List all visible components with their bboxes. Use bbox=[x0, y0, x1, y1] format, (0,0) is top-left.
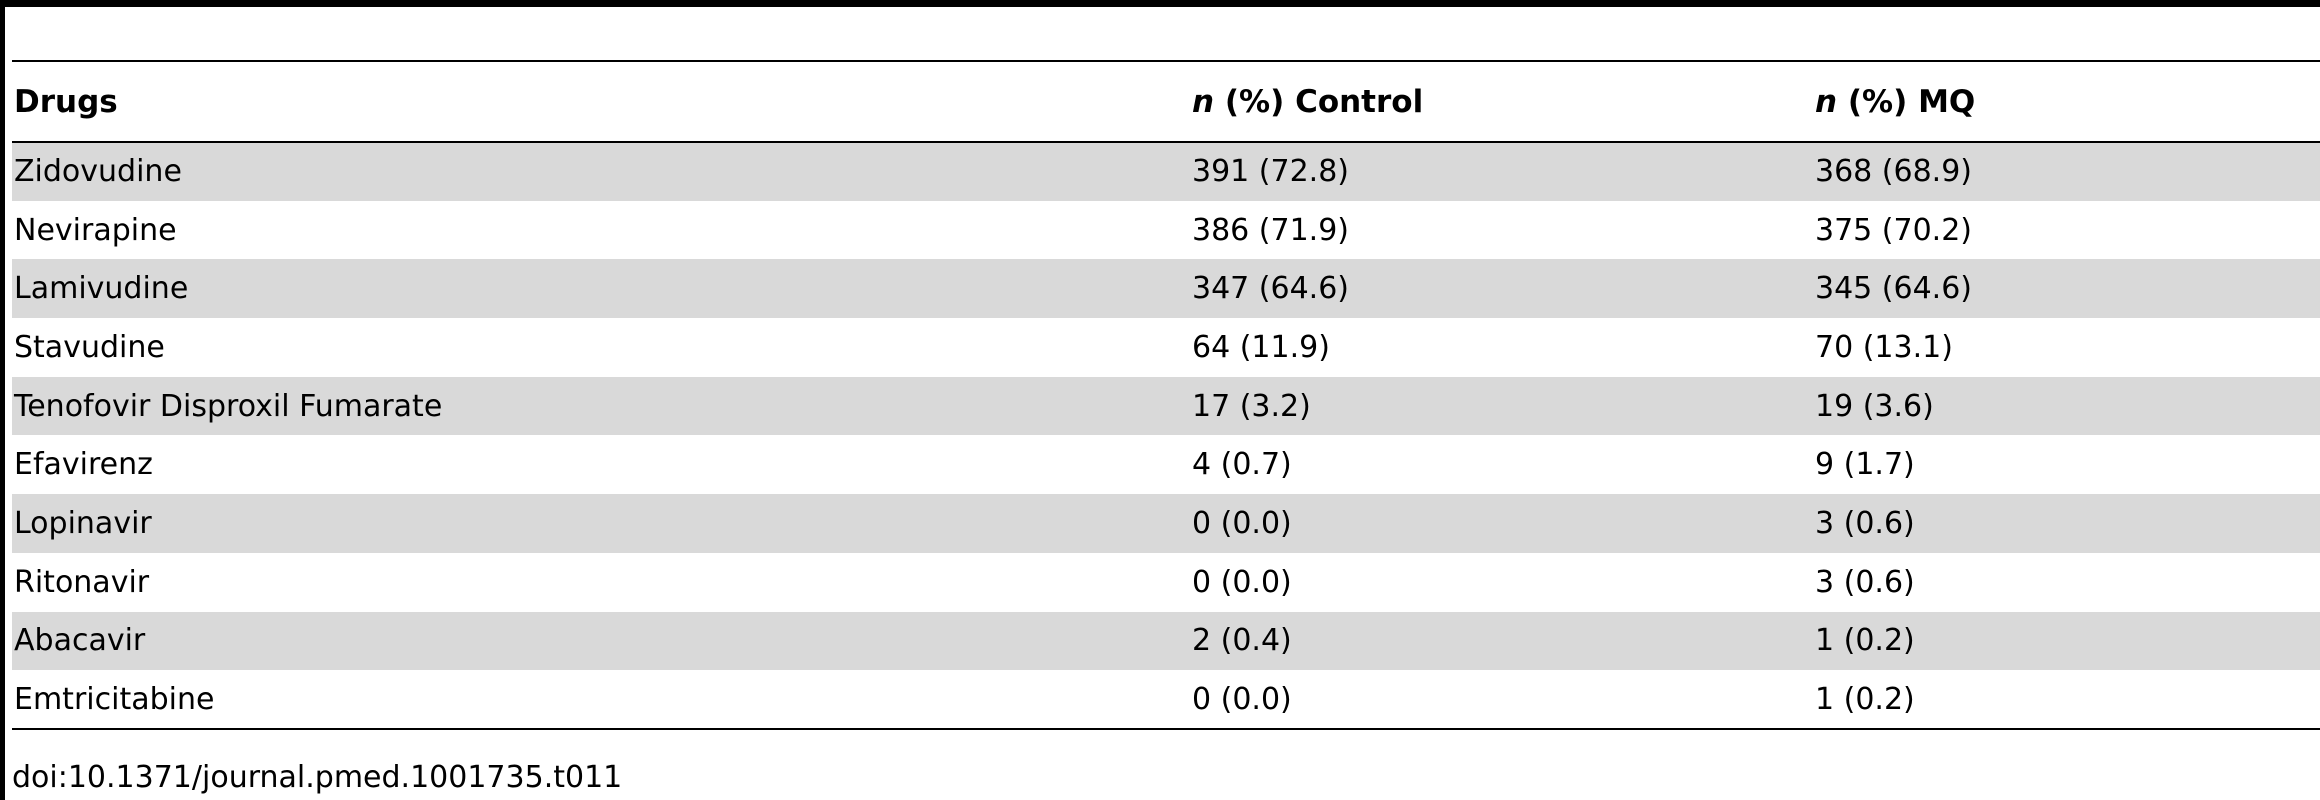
header-control-label: (%) Control bbox=[1224, 83, 1424, 120]
control-value-cell: 0 (0.0) bbox=[1192, 564, 1292, 600]
table-row: Efavirenz 4 (0.7) 9 (1.7) bbox=[12, 435, 2320, 494]
header-mq: n (%) MQ bbox=[1813, 60, 2320, 143]
table-row: Tenofovir Disproxil Fumarate 17 (3.2) 19… bbox=[12, 376, 2320, 436]
table-row: Zidovudine 391 (72.8) 368 (68.9) bbox=[12, 142, 2320, 201]
drug-name-cell: Ritonavir bbox=[14, 564, 150, 600]
drug-name-cell: Zidovudine bbox=[12, 142, 1190, 201]
mq-value-cell: 9 (1.7) bbox=[1815, 447, 1915, 483]
drug-name-cell: Stavudine bbox=[14, 329, 165, 365]
drug-name-cell: Efavirenz bbox=[14, 447, 153, 483]
table-row: Lamivudine 347 (64.6) 345 (64.6) bbox=[12, 259, 2320, 319]
mq-value-cell: 1 (0.2) bbox=[1813, 670, 2320, 730]
table-row: Abacavir 2 (0.4) 1 (0.2) bbox=[12, 611, 2320, 671]
table-row: Stavudine 64 (11.9) 70 (13.1) bbox=[12, 318, 2320, 377]
table-row: Nevirapine 386 (71.9) 375 (70.2) bbox=[12, 201, 2320, 260]
drug-table-container: Drugs n (%) Control n (%) MQ Zidovudine … bbox=[12, 60, 2320, 730]
header-mq-n: n bbox=[1815, 83, 1838, 120]
mq-value-cell: 375 (70.2) bbox=[1815, 212, 1973, 248]
left-border-rule bbox=[0, 0, 5, 800]
mq-value-cell: 345 (64.6) bbox=[1813, 259, 2320, 319]
control-value-cell: 64 (11.9) bbox=[1192, 329, 1330, 365]
mq-value-cell: 3 (0.6) bbox=[1813, 494, 2320, 553]
drug-table: Drugs n (%) Control n (%) MQ Zidovudine … bbox=[12, 60, 2320, 730]
drug-name-cell: Abacavir bbox=[12, 611, 1190, 671]
control-value-cell: 17 (3.2) bbox=[1190, 376, 1813, 436]
header-control: n (%) Control bbox=[1190, 60, 1813, 143]
control-value-cell: 386 (71.9) bbox=[1192, 212, 1350, 248]
top-border-rule bbox=[0, 0, 2320, 7]
control-value-cell: 2 (0.4) bbox=[1190, 611, 1813, 671]
header-control-n: n bbox=[1192, 83, 1215, 120]
header-mq-label: (%) MQ bbox=[1847, 83, 1976, 120]
mq-value-cell: 1 (0.2) bbox=[1813, 611, 2320, 671]
control-value-cell: 0 (0.0) bbox=[1190, 670, 1813, 730]
control-value-cell: 391 (72.8) bbox=[1190, 142, 1813, 201]
drug-name-cell: Tenofovir Disproxil Fumarate bbox=[12, 376, 1190, 436]
mq-value-cell: 368 (68.9) bbox=[1813, 142, 2320, 201]
doi-footnote: doi:10.1371/journal.pmed.1001735.t011 bbox=[12, 760, 623, 795]
control-value-cell: 0 (0.0) bbox=[1190, 494, 1813, 553]
table-row: Emtricitabine 0 (0.0) 1 (0.2) bbox=[12, 670, 2320, 730]
drug-name-cell: Lamivudine bbox=[12, 259, 1190, 319]
mq-value-cell: 19 (3.6) bbox=[1813, 376, 2320, 436]
table-row: Lopinavir 0 (0.0) 3 (0.6) bbox=[12, 494, 2320, 553]
mq-value-cell: 70 (13.1) bbox=[1815, 329, 1953, 365]
drug-name-cell: Emtricitabine bbox=[12, 670, 1190, 730]
header-drugs: Drugs bbox=[12, 60, 1190, 143]
drug-name-cell: Nevirapine bbox=[14, 212, 177, 248]
table-header-row: Drugs n (%) Control n (%) MQ bbox=[12, 60, 2320, 143]
control-value-cell: 4 (0.7) bbox=[1192, 447, 1292, 483]
mq-value-cell: 3 (0.6) bbox=[1815, 564, 1915, 600]
drug-name-cell: Lopinavir bbox=[12, 494, 1190, 553]
table-row: Ritonavir 0 (0.0) 3 (0.6) bbox=[12, 553, 2320, 612]
control-value-cell: 347 (64.6) bbox=[1190, 259, 1813, 319]
